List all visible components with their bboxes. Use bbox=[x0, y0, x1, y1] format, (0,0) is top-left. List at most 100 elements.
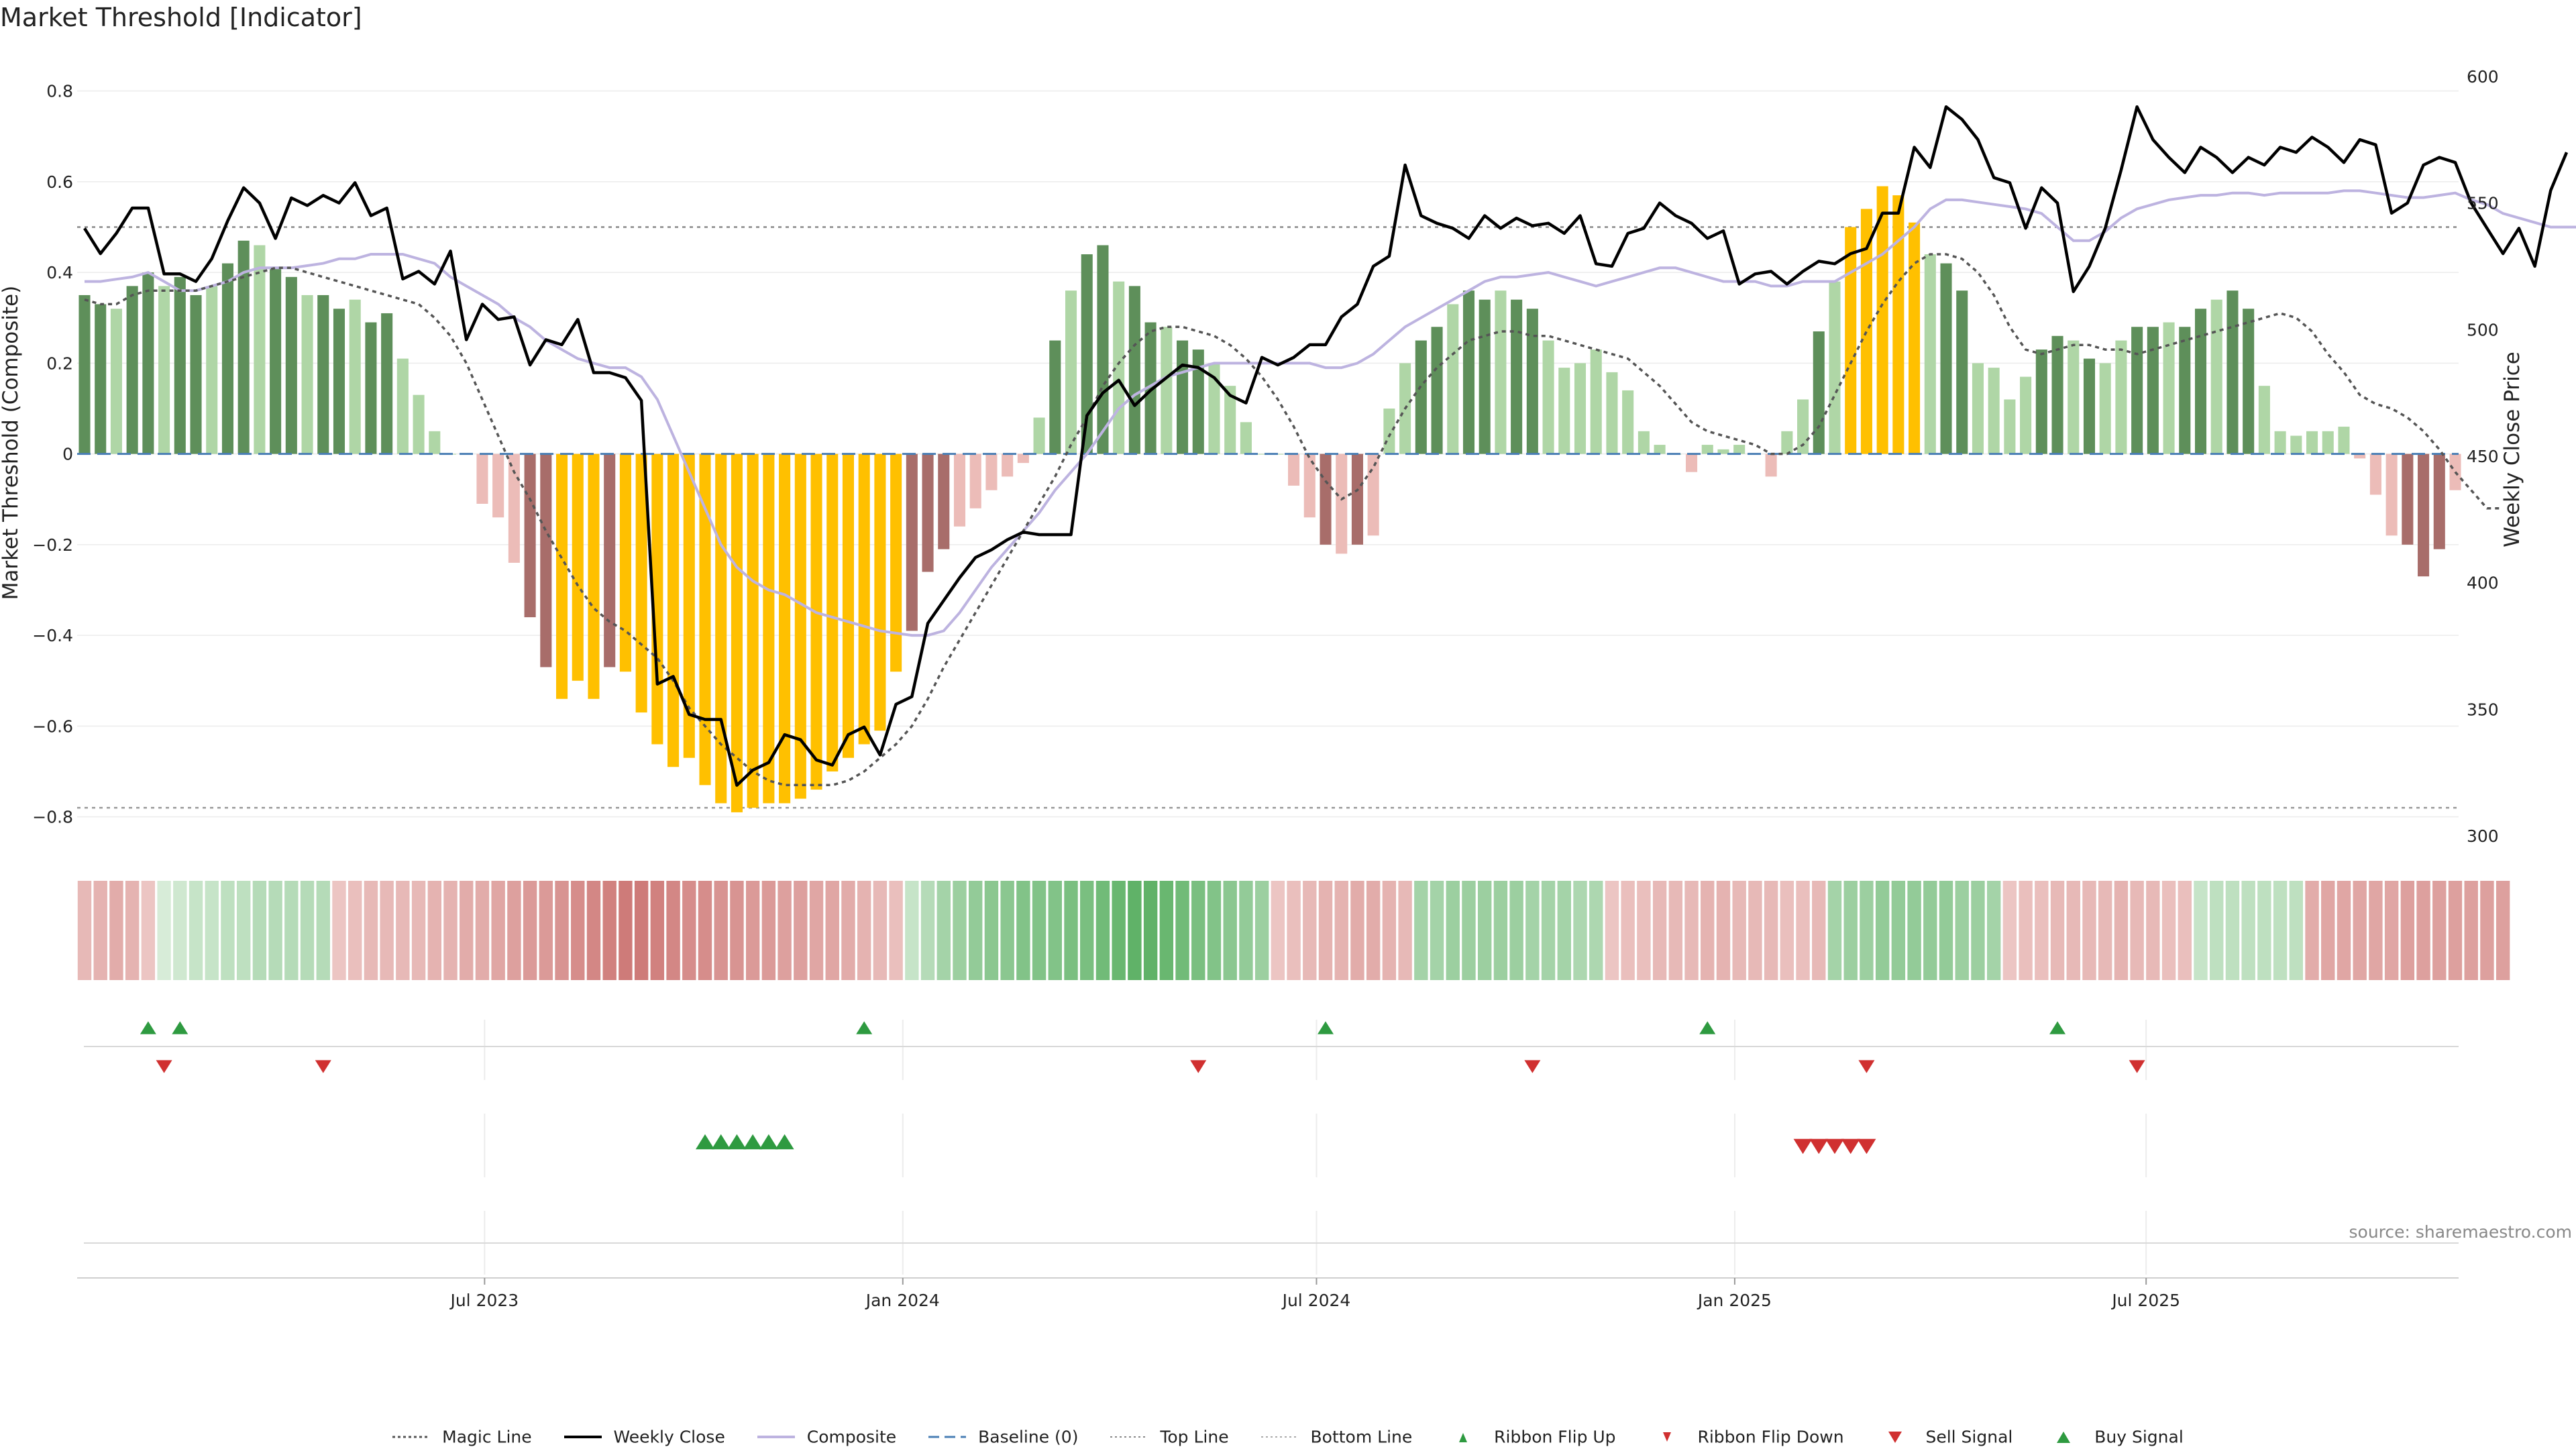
composite-bar bbox=[619, 453, 631, 672]
composite-bar bbox=[922, 453, 934, 572]
composite-bar bbox=[1860, 209, 1872, 454]
ribbon-cell bbox=[1637, 881, 1651, 980]
ribbon-cell bbox=[2289, 881, 2304, 980]
buy-signal-marker bbox=[727, 1134, 747, 1150]
composite-bar bbox=[126, 286, 138, 454]
sell-signal-marker bbox=[1825, 1138, 1844, 1155]
legend-label: Bottom Line bbox=[1310, 1427, 1413, 1447]
ribbon-cell bbox=[1589, 881, 1603, 980]
composite-bar bbox=[2020, 376, 2032, 454]
ribbon-cell bbox=[2019, 881, 2033, 980]
legend-bottom-line[interactable]: Bottom Line bbox=[1260, 1426, 1413, 1447]
ribbon-cell bbox=[1080, 881, 1094, 980]
ribbon-flip-up-marker bbox=[172, 1021, 189, 1034]
legend-label: Ribbon Flip Up bbox=[1494, 1427, 1616, 1447]
ribbon-cell bbox=[189, 881, 203, 980]
composite-bar bbox=[604, 453, 616, 667]
sell-signal-marker bbox=[1809, 1138, 1829, 1155]
ribbon-cell bbox=[1780, 881, 1794, 980]
ribbon-cell bbox=[1923, 881, 1937, 980]
ribbon-cell bbox=[1796, 881, 1810, 980]
ribbon-cell bbox=[619, 881, 633, 980]
legend-baseline[interactable]: Baseline (0) bbox=[928, 1426, 1078, 1446]
composite-bar bbox=[1845, 227, 1857, 454]
legend-weekly-close[interactable]: Weekly Close bbox=[564, 1426, 725, 1446]
ribbon-cell bbox=[1509, 881, 1523, 980]
composite-bar bbox=[1813, 331, 1825, 454]
ribbon-cell bbox=[1159, 881, 1174, 980]
legend-top-line[interactable]: Top Line bbox=[1110, 1426, 1229, 1446]
composite-bar bbox=[508, 453, 520, 563]
legend-composite[interactable]: Composite bbox=[757, 1426, 896, 1446]
ribbon-cell bbox=[953, 881, 967, 980]
composite-bar bbox=[1431, 327, 1443, 454]
legend-flip-up[interactable]: Ribbon Flip Up bbox=[1444, 1426, 1616, 1447]
x-tick-label: Jul 2023 bbox=[449, 1291, 519, 1310]
ribbon-cell bbox=[1701, 881, 1715, 980]
legend-label: Sell Signal bbox=[1925, 1427, 2013, 1447]
ribbon-cell bbox=[2035, 881, 2049, 980]
magic-line-swatch bbox=[392, 1436, 431, 1438]
legend-sell[interactable]: Sell Signal bbox=[1876, 1426, 2013, 1447]
buy-signal-marker bbox=[711, 1134, 731, 1150]
composite-bar bbox=[1542, 340, 1554, 454]
ribbon-cell bbox=[1573, 881, 1587, 980]
ribbon-cell bbox=[666, 881, 680, 980]
ribbon-cell bbox=[2400, 881, 2415, 980]
y-right-tick-label: 350 bbox=[2467, 700, 2499, 719]
x-tick-label: Jul 2025 bbox=[2110, 1291, 2180, 1310]
composite-bar bbox=[524, 453, 536, 618]
ribbon-cell bbox=[2114, 881, 2129, 980]
flip-up-swatch bbox=[1459, 1432, 1468, 1442]
ribbon-cell bbox=[348, 881, 362, 980]
ribbon-flip-down-marker bbox=[1524, 1060, 1541, 1073]
ribbon-cell bbox=[523, 881, 537, 980]
y-right-tick-label: 300 bbox=[2467, 826, 2499, 846]
ribbon-cell bbox=[491, 881, 505, 980]
composite-bar bbox=[1017, 453, 1029, 464]
ribbon-cell bbox=[1128, 881, 1142, 980]
ribbon-cell bbox=[1239, 881, 1253, 980]
ribbon-flip-up-marker bbox=[856, 1021, 873, 1034]
legend-flip-down[interactable]: Ribbon Flip Down bbox=[1648, 1426, 1844, 1446]
composite-bar bbox=[1701, 445, 1713, 454]
ribbon-cell bbox=[1398, 881, 1412, 980]
composite-bar bbox=[365, 322, 377, 454]
composite-bar bbox=[1606, 372, 1618, 454]
chart-title: Market Threshold [Indicator] bbox=[0, 3, 362, 32]
composite-bar bbox=[715, 453, 727, 804]
ribbon-cell bbox=[507, 881, 521, 980]
y-tick-label: 0.2 bbox=[46, 354, 73, 373]
composite-bar bbox=[890, 453, 902, 672]
composite-bar bbox=[237, 240, 250, 454]
ribbon-cell bbox=[2002, 881, 2017, 980]
ribbon-cell bbox=[427, 881, 441, 980]
ribbon-cell bbox=[698, 881, 712, 980]
composite-bar bbox=[429, 431, 441, 454]
buy-signal-marker bbox=[743, 1134, 763, 1150]
composite-bar bbox=[1128, 286, 1140, 454]
composite-bar bbox=[1336, 453, 1348, 554]
composite-bar bbox=[1972, 363, 1984, 454]
ribbon-flip-down-marker bbox=[1858, 1060, 1875, 1073]
ribbon-cell bbox=[1732, 881, 1746, 980]
composite-bar bbox=[1558, 368, 1570, 454]
composite-bar bbox=[78, 294, 91, 454]
composite-bar bbox=[2402, 453, 2414, 545]
ribbon-cell bbox=[141, 881, 156, 980]
ribbon-cell bbox=[586, 881, 601, 980]
ribbon-cell bbox=[475, 881, 490, 980]
legend-magic-line[interactable]: Magic Line bbox=[392, 1426, 532, 1446]
ribbon-cell bbox=[841, 881, 855, 980]
composite-bar bbox=[588, 453, 600, 699]
ribbon-cell bbox=[2273, 881, 2288, 980]
composite-bar bbox=[1288, 453, 1300, 486]
legend-buy[interactable]: Buy Signal bbox=[2045, 1426, 2184, 1446]
composite-bar bbox=[1717, 449, 1729, 454]
composite-bar bbox=[858, 453, 870, 745]
composite-bar bbox=[2226, 290, 2239, 454]
y-right-axis-label: Weekly Close Price bbox=[2500, 352, 2524, 547]
composite-bar bbox=[190, 294, 202, 454]
composite-bar bbox=[985, 453, 998, 490]
